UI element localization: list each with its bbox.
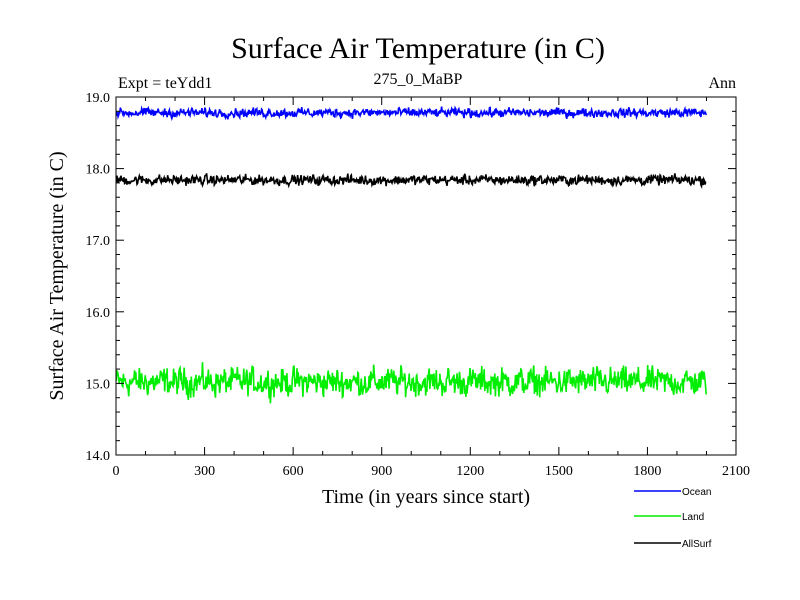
x-tick-label: 900 (371, 464, 392, 479)
legend-label-ocean: Ocean (682, 487, 711, 498)
season-label: Ann (708, 75, 736, 92)
chart-title: Surface Air Temperature (in C) (231, 32, 605, 65)
plot-frame (115, 96, 737, 456)
x-tick-label: 1500 (545, 464, 573, 479)
experiment-label: Expt = teYdd1 (118, 75, 212, 92)
series-layer (115, 105, 707, 404)
y-axis: 14.0 15.0 16.0 17.0 18.0 19.0 (86, 91, 736, 464)
y-tick-label: 19.0 (86, 91, 111, 106)
y-tick-label: 15.0 (86, 377, 111, 392)
y-tick-label: 17.0 (86, 234, 111, 249)
y-tick-label: 14.0 (86, 449, 111, 464)
legend-label-land: Land (682, 512, 704, 523)
x-tick-label: 1200 (456, 464, 484, 479)
series-line-land (115, 362, 707, 404)
legend: Ocean Land AllSurf (634, 487, 712, 550)
x-tick-label: 300 (194, 464, 215, 479)
legend-label-allsurf: AllSurf (682, 539, 712, 550)
y-tick-label: 18.0 (86, 163, 111, 178)
x-axis-label: Time (in years since start) (322, 486, 530, 508)
x-axis: 0 300 600 900 1200 1500 1800 2100 (113, 97, 750, 479)
y-tick-label: 16.0 (86, 306, 111, 321)
y-axis-label: Surface Air Temperature (in C) (46, 151, 68, 400)
x-tick-label: 0 (113, 464, 120, 479)
series-line-ocean (115, 105, 707, 122)
x-tick-label: 600 (283, 464, 304, 479)
period-label: 275_0_MaBP (374, 71, 463, 88)
series-line-allsurf (115, 172, 707, 190)
x-tick-label: 1800 (633, 464, 661, 479)
x-tick-label: 2100 (722, 464, 750, 479)
